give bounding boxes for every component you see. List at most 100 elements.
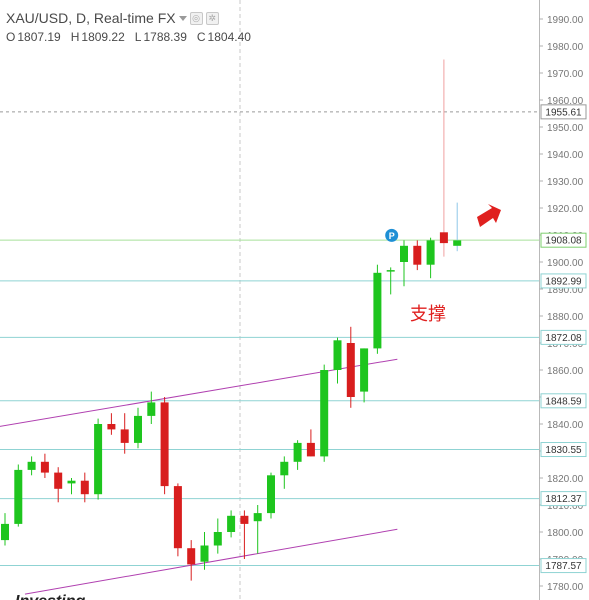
candle-body <box>200 545 209 562</box>
y-tick-label: 1820.00 <box>547 474 584 485</box>
level-price-tag: 1908.08 <box>540 232 587 248</box>
pivot-badge-label: P <box>389 231 395 241</box>
candle-body <box>333 340 342 370</box>
level-price-tag-box <box>540 393 587 409</box>
symbol-row: XAU/USD, D, Real-time FX ◎ ✲ <box>6 8 261 28</box>
candle <box>107 413 116 435</box>
level-price-tag: 1848.59 <box>540 393 587 409</box>
candle <box>40 453 49 478</box>
candle-body <box>27 461 36 470</box>
channel-trendline <box>24 528 398 595</box>
candle-body <box>267 475 275 514</box>
candle-body <box>187 548 196 565</box>
level-price-tag-text: 1830.55 <box>545 445 582 456</box>
level-price-tag-box <box>540 104 587 120</box>
candle <box>147 391 156 424</box>
level-price-tag-text: 1872.08 <box>545 333 582 344</box>
ohlc-close: C 1804.40 <box>196 30 251 44</box>
candle <box>253 505 262 554</box>
candle-body <box>67 480 76 484</box>
ohlc-open: O 1807.19 <box>6 30 61 44</box>
candle-body <box>426 240 435 265</box>
candle <box>439 59 448 257</box>
candle-body <box>253 513 262 522</box>
candle-body <box>120 429 129 443</box>
y-tick-label: 1800.00 <box>547 528 584 539</box>
candle <box>453 202 462 252</box>
candle <box>240 510 249 559</box>
candle-body <box>293 442 302 462</box>
level-price-tag-box <box>540 232 587 248</box>
level-price-tag-text: 1787.57 <box>545 561 582 572</box>
y-tick-label: 1860.00 <box>547 366 584 377</box>
y-tick-label: 1930.00 <box>547 177 584 188</box>
candle-body <box>439 232 448 244</box>
candle-body <box>107 424 116 430</box>
y-tick-label: 1810.00 <box>547 501 584 512</box>
investing-logo: Investing <box>15 593 85 600</box>
candle <box>373 264 382 354</box>
candle <box>227 510 236 538</box>
level-price-tag: 1812.37 <box>540 491 587 507</box>
candle <box>120 413 129 454</box>
candle <box>187 540 196 581</box>
candle <box>267 472 275 519</box>
ohlc-row: O 1807.19 H 1809.22 L 1788.39 C 1804.40 <box>6 30 261 44</box>
candle-body <box>453 240 462 246</box>
y-tick-label: 1920.00 <box>547 204 584 215</box>
level-price-tag: 1787.57 <box>540 558 587 574</box>
eye-icon[interactable]: ◎ <box>189 11 203 25</box>
y-tick-label: 1970.00 <box>547 69 584 80</box>
candle <box>333 337 342 384</box>
y-tick-label: 1940.00 <box>547 150 584 161</box>
candle <box>160 397 169 495</box>
level-price-tag-box <box>540 442 587 458</box>
candle <box>320 364 329 462</box>
candle <box>360 348 369 403</box>
y-tick-label: 1950.00 <box>547 123 584 134</box>
y-tick-label: 1780.00 <box>547 582 584 593</box>
candle <box>306 429 315 457</box>
level-price-tag-box <box>540 558 587 574</box>
candle-body <box>40 461 49 473</box>
candle <box>280 456 289 489</box>
candle-body <box>386 270 395 272</box>
candle-body <box>240 515 249 524</box>
candle-body <box>227 515 236 532</box>
gear-icon[interactable]: ✲ <box>205 11 219 25</box>
level-price-tag: 1892.99 <box>540 273 587 289</box>
candle <box>14 464 23 527</box>
candle-body <box>320 370 329 457</box>
channel-trendline <box>0 358 398 427</box>
pivot-badge-icon[interactable] <box>385 228 399 242</box>
y-tick-label: 1890.00 <box>547 285 584 296</box>
candle <box>134 407 142 449</box>
y-tick-label: 1960.00 <box>547 96 584 107</box>
candle <box>54 467 63 503</box>
level-price-tag: 1830.55 <box>540 442 587 458</box>
candle <box>293 440 302 470</box>
candle <box>67 478 76 495</box>
caret-down-icon[interactable] <box>178 15 187 21</box>
level-price-tag: 1872.08 <box>540 329 587 345</box>
candle-body <box>94 424 103 495</box>
symbol-title[interactable]: XAU/USD, D, Real-time FX <box>6 10 176 26</box>
candle <box>400 240 408 287</box>
candle-body <box>280 461 289 476</box>
candle <box>173 483 182 557</box>
candle-body <box>1 523 9 541</box>
ohlc-high: H 1809.22 <box>70 30 125 44</box>
level-price-tag-text: 1812.37 <box>545 494 582 505</box>
candle-body <box>306 442 315 457</box>
candle-body <box>346 343 355 397</box>
candle <box>213 518 222 554</box>
support-annotation: 支撑 <box>410 304 446 325</box>
level-price-tag-text: 1955.61 <box>545 107 582 118</box>
candle <box>1 513 9 546</box>
ohlc-low: L 1788.39 <box>134 30 187 44</box>
level-price-tag-box <box>540 273 587 289</box>
y-tick-label: 1880.00 <box>547 312 584 323</box>
